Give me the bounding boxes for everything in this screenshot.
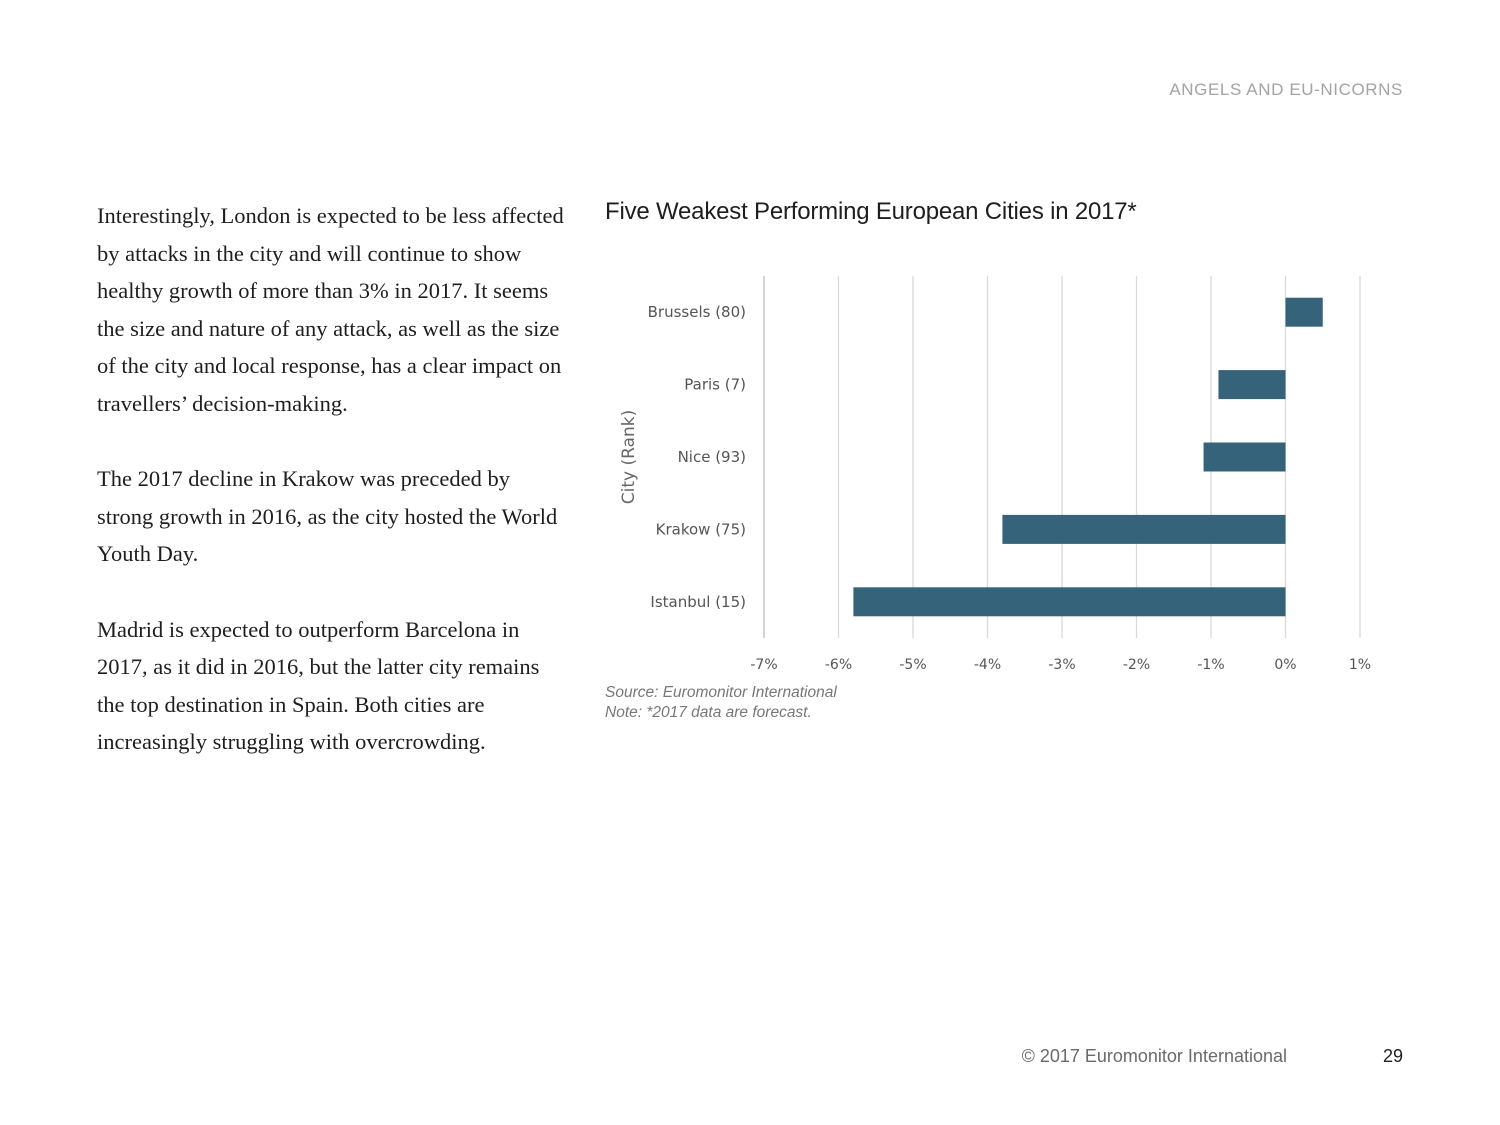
bar (1218, 370, 1286, 400)
body-text: Interestingly, London is expected to be … (97, 197, 567, 799)
paragraph-1: Interestingly, London is expected to be … (97, 203, 564, 416)
x-tick-label: -7% (750, 657, 777, 673)
paragraph-2: The 2017 decline in Krakow was preceded … (97, 466, 558, 567)
category-label: Brussels (80) (648, 303, 746, 321)
x-tick-label: 0% (1274, 657, 1296, 673)
x-axis-ticks: -7% -6% -5% -4% -3% -2% -1% 0% 1% (750, 657, 1371, 673)
section-title: ANGELS AND EU-NICORNS (1169, 80, 1403, 99)
footer-copyright: © 2017 Euromonitor International (1021, 1046, 1287, 1066)
category-labels: Brussels (80) Paris (7) Nice (93) Krakow (7… (648, 303, 746, 611)
y-axis-title: City (Rank) (619, 410, 639, 504)
category-label: Paris (7) (684, 376, 746, 394)
category-label: Krakow (75) (656, 520, 746, 538)
grid-lines (763, 276, 1361, 638)
x-tick-label: -3% (1048, 657, 1075, 673)
chart-title: Five Weakest Performing European Cities … (605, 198, 1137, 225)
forecast-note: Note: *2017 data are forecast. (605, 704, 812, 721)
x-tick-label: -2% (1123, 657, 1150, 673)
bars (853, 297, 1323, 617)
page-number: 29 (1382, 1046, 1403, 1066)
x-tick-label: -1% (1197, 657, 1224, 673)
category-label: Nice (93) (678, 448, 746, 466)
bar-chart: Brussels (80) Paris (7) Nice (93) Krakow (7… (619, 276, 1371, 673)
source-note: Source: Euromonitor International (605, 684, 837, 701)
bar (853, 587, 1286, 617)
category-label: Istanbul (15) (650, 593, 746, 611)
x-tick-label: -6% (825, 657, 852, 673)
x-tick-label: -5% (899, 657, 926, 673)
x-tick-label: -4% (974, 657, 1001, 673)
bar (1203, 442, 1286, 472)
paragraph-3: Madrid is expected to outperform Barcelo… (97, 616, 540, 755)
bar (1285, 297, 1323, 327)
chart-notes: Source: Euromonitor International Note: … (605, 683, 837, 723)
bar (1002, 514, 1286, 544)
x-tick-label: 1% (1349, 657, 1371, 673)
